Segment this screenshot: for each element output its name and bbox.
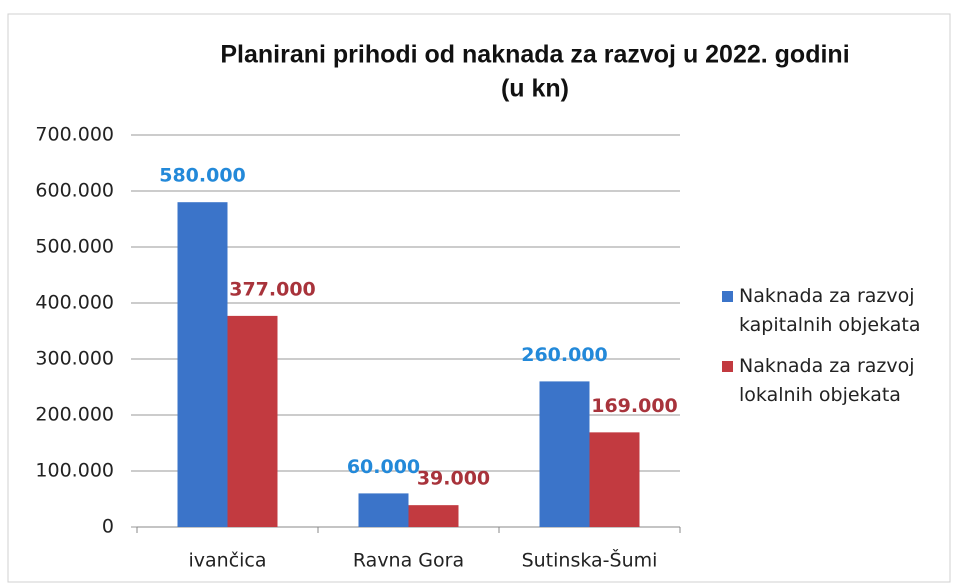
bar xyxy=(589,432,640,527)
legend-swatch xyxy=(722,361,733,372)
x-tick-label: Ravna Gora xyxy=(353,550,464,572)
y-tick-label: 0 xyxy=(102,516,114,538)
chart-frame xyxy=(7,13,951,583)
legend-swatch xyxy=(722,291,733,302)
legend-item: Naknada za razvoj lokalnih objekata xyxy=(722,352,952,410)
value-label: 580.000 xyxy=(159,165,246,187)
value-label: 377.000 xyxy=(229,278,316,300)
y-tick-label: 500.000 xyxy=(35,236,114,258)
y-tick-label: 600.000 xyxy=(35,180,114,202)
bar xyxy=(358,493,409,527)
bar xyxy=(177,202,228,527)
y-tick-label: 100.000 xyxy=(35,460,114,482)
legend-item: Naknada za razvoj kapitalnih objekata xyxy=(722,282,952,340)
value-label: 60.000 xyxy=(347,456,420,478)
value-label: 39.000 xyxy=(417,468,490,490)
y-tick-label: 700.000 xyxy=(35,124,114,146)
bar xyxy=(408,505,459,527)
y-tick-label: 200.000 xyxy=(35,404,114,426)
bar xyxy=(227,315,278,527)
bar xyxy=(539,381,590,527)
value-label: 260.000 xyxy=(521,344,608,366)
x-tick-label: Sutinska-Šumi xyxy=(522,548,658,572)
legend-label: Naknada za razvoj lokalnih objekata xyxy=(739,355,915,406)
x-tick-label: ivančica xyxy=(188,550,266,572)
legend: Naknada za razvoj kapitalnih objekata Nak… xyxy=(722,282,952,422)
y-tick-label: 400.000 xyxy=(35,292,114,314)
chart-title: (u kn) xyxy=(501,75,569,103)
legend-label: Naknada za razvoj kapitalnih objekata xyxy=(739,285,921,336)
chart-title: Planirani prihodi od naknada za razvoj u… xyxy=(220,41,849,69)
y-tick-label: 300.000 xyxy=(35,348,114,370)
value-label: 169.000 xyxy=(591,395,678,417)
